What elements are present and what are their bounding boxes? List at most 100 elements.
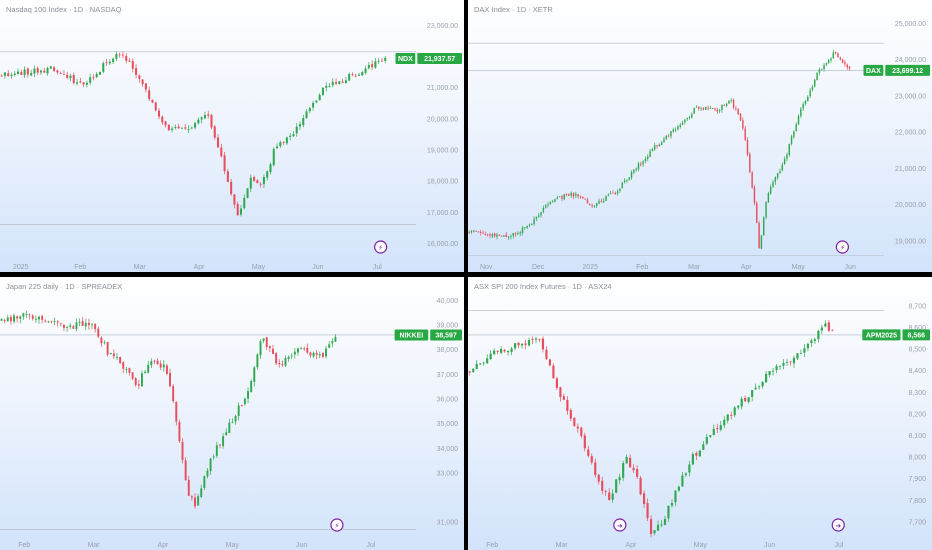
candle-body [562, 396, 565, 400]
candle-body [616, 191, 619, 194]
candle-body [817, 330, 820, 339]
candle-body [732, 99, 735, 108]
x-tick-label: Mar [688, 264, 701, 271]
chart-title: Japan 225 daily · 1D · SPREADEX [6, 282, 123, 291]
candle-body [473, 230, 475, 232]
candle-body [137, 384, 140, 386]
candle-body [43, 70, 46, 73]
y-tick-label: 19,000.00 [895, 238, 926, 245]
candle-body [830, 58, 832, 61]
candle-body [533, 218, 535, 225]
candle-body [119, 356, 122, 364]
candle-body [746, 139, 749, 155]
candle-body [213, 126, 216, 138]
candle-body [656, 145, 658, 147]
candle-body [296, 348, 299, 353]
candle-body [315, 100, 318, 103]
candle-body [344, 80, 347, 84]
candle-body [632, 467, 635, 471]
candle-body [197, 119, 200, 124]
y-tick-label: 21,000.00 [895, 166, 926, 173]
candle-body [305, 111, 308, 118]
candle-body [538, 215, 540, 217]
candle-body [361, 72, 364, 76]
candle-body [579, 196, 582, 198]
candle-body [760, 235, 763, 249]
candle-body [541, 338, 545, 350]
candle-body [765, 373, 768, 383]
candle-body [377, 61, 380, 63]
candle-body [667, 135, 670, 137]
candle-body [371, 64, 374, 68]
chart-panel-japan225[interactable]: 40,000 39,000 38,000 37,000 36,000 35,000 34,0… [0, 277, 464, 550]
candle-body [262, 177, 265, 185]
candle-body [56, 321, 59, 323]
candle-body [771, 370, 775, 372]
candle-body [688, 464, 691, 473]
candle-body [16, 316, 19, 319]
nasdaq100-chart[interactable]: 23,000.0022,000.0021,000.0020,000.0019,0… [0, 0, 464, 272]
candle-body [639, 477, 642, 495]
dax-chart[interactable]: 25,000.00 24,000.00 23,000.00 22,000.00 21,0… [468, 0, 932, 272]
last-price-tag: DAX 23,699.12 [863, 64, 930, 76]
x-tick-label: Jun [312, 264, 323, 271]
candle-body [98, 71, 102, 75]
chart-panel-asx-spi200[interactable]: 8,700 8,600 8,500 8,400 8,300 8,200 8,100 8,000… [468, 277, 932, 550]
candle-body [72, 326, 75, 329]
candle-body [290, 355, 293, 357]
candle-body [95, 73, 98, 77]
candle-body [500, 348, 503, 353]
candle-body [742, 120, 744, 129]
candle-body [167, 124, 170, 131]
candle-body [331, 81, 334, 86]
candle-body [754, 387, 757, 390]
japan225-chart[interactable]: 40,000 39,000 38,000 37,000 36,000 35,000 34,0… [0, 277, 464, 550]
candle-body [740, 398, 743, 407]
candle-body [321, 87, 324, 95]
x-tick-label: Mar [134, 264, 147, 271]
candle-body [609, 193, 612, 195]
chart-panel-dax[interactable]: 25,000.00 24,000.00 23,000.00 22,000.00 21,0… [468, 0, 932, 272]
event-marker-glyph: ⚡ [378, 244, 383, 252]
candle-body [510, 348, 513, 352]
candle-body [575, 193, 577, 196]
y-tick-label: 16,000.00 [427, 241, 458, 248]
candle-body [62, 324, 65, 328]
candle-body [665, 135, 668, 139]
candle-body [20, 71, 23, 75]
y-tick-label: 17,000.00 [427, 210, 458, 217]
candle-body [31, 315, 34, 319]
candle-body [486, 358, 489, 364]
candle-body [97, 328, 100, 337]
candle-body [203, 476, 206, 488]
candle-body [7, 73, 10, 76]
candle-body [26, 68, 29, 75]
candle-body [584, 198, 586, 200]
y-tick-label: 21,000.00 [427, 85, 458, 92]
candle-body [800, 108, 802, 117]
last-price-label: 8,566 [907, 332, 925, 339]
asx-spi200-chart[interactable]: 8,700 8,600 8,500 8,400 8,300 8,200 8,100 8,000… [468, 277, 932, 550]
candle-body [758, 386, 761, 388]
candle-body [797, 116, 800, 125]
last-price-label: 23,699.12 [892, 68, 923, 75]
candle-body [542, 207, 545, 212]
candle-body [236, 204, 239, 216]
candle-body [153, 360, 156, 362]
x-tick-label: Apr [741, 264, 753, 271]
candle-body [118, 54, 121, 56]
symbol-label: NIKKEI [400, 332, 424, 339]
candle-body [718, 110, 721, 112]
last-price-tag: APM2025 8,566 [862, 329, 930, 341]
candle-body [527, 340, 531, 346]
y-tick-label: 22,000.00 [895, 130, 926, 137]
candle-body [698, 106, 700, 109]
candle-body [820, 327, 823, 331]
x-tick-label: Jun [764, 542, 775, 549]
candle-body [357, 74, 361, 76]
candle-body [265, 337, 268, 347]
candle-body [517, 342, 520, 346]
symbol-label: NDX [398, 56, 413, 63]
last-price-tag: NIKKEI 38,597 [394, 329, 462, 341]
chart-panel-nasdaq100[interactable]: 23,000.0022,000.0021,000.0020,000.0019,0… [0, 0, 464, 272]
